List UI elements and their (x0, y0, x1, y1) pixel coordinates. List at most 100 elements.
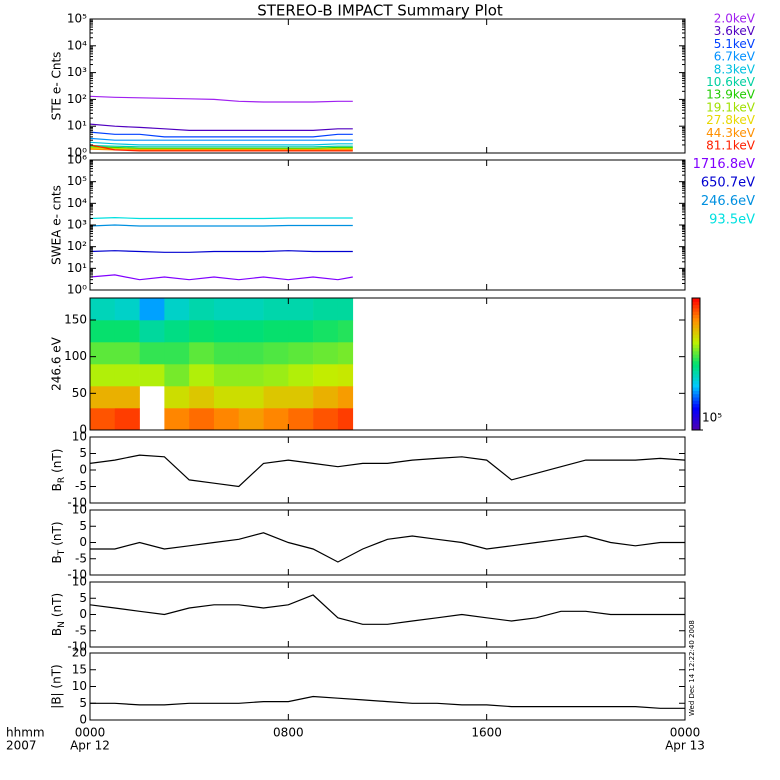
heatmap-cell (189, 298, 215, 321)
colorbar-segment (692, 403, 700, 408)
series-line (90, 146, 353, 149)
colorbar-segment (692, 324, 700, 329)
x-tick-label: 0800 (273, 726, 304, 740)
heatmap-cell (90, 386, 116, 409)
x-axis-year: 2007 (6, 739, 37, 753)
panel-frame (89, 297, 686, 431)
series-line (90, 594, 685, 625)
heatmap-cell (263, 342, 289, 365)
y-axis-label-part: B (50, 483, 64, 491)
colorbar-segment (692, 311, 700, 315)
heatmap-cell (139, 298, 165, 321)
y-tick-label: -5 (75, 551, 87, 565)
y-axis-label: 246.6 eV (50, 336, 64, 391)
colorbar-segment (692, 360, 700, 365)
heatmap-cell (313, 364, 339, 387)
heatmap-cell (114, 298, 140, 321)
heatmap-cell (189, 364, 215, 387)
y-axis-label: BR (nT) (50, 449, 67, 492)
colorbar-segment (692, 390, 700, 395)
legend-entry: 8.3keV (714, 62, 756, 76)
heatmap-cell (337, 364, 354, 387)
colorbar-segment (692, 314, 700, 319)
legend-entry: 246.6eV (701, 194, 755, 209)
heatmap-cell (263, 386, 289, 409)
y-tick-label: 10 (72, 503, 87, 517)
colorbar-segment (692, 327, 700, 332)
colorbar-segment (692, 416, 700, 421)
y-tick-label: 10⁰ (67, 146, 87, 160)
y-tick-label: 0 (79, 607, 87, 621)
y-tick-label: 0 (79, 423, 87, 437)
colorbar-segment (692, 397, 700, 401)
colorbar-segment (692, 410, 700, 414)
series-line (90, 250, 353, 253)
heatmap-cell (337, 298, 354, 321)
y-tick-label: 5 (79, 446, 87, 460)
colorbar-tick-label: 10⁵ (702, 411, 722, 425)
y-axis-label: SWEA e- cnts (50, 185, 64, 265)
series-line (90, 532, 685, 563)
y-tick-label: 10² (67, 239, 87, 253)
heatmap-cell (238, 342, 264, 365)
heatmap-cell (238, 320, 264, 343)
series-line (90, 216, 353, 220)
y-tick-label: 10⁵ (67, 174, 87, 188)
heatmap-cell (313, 408, 339, 430)
colorbar-segment (692, 400, 700, 405)
y-tick-label: 10 (72, 575, 87, 589)
heatmap-cell (288, 320, 314, 343)
y-tick-label: 10⁴ (67, 196, 87, 210)
heatmap-cell (164, 342, 190, 365)
plot-area (90, 532, 685, 563)
y-axis-label-part: (nT) (50, 593, 64, 617)
y-tick-label: 10 (72, 679, 87, 693)
legend-entry: 3.6keV (714, 24, 756, 38)
plot-area (90, 298, 354, 430)
colorbar-segment (692, 406, 700, 411)
y-tick-label: 5 (79, 519, 87, 533)
y-tick-label: 10¹ (67, 119, 87, 133)
heatmap-cell (213, 320, 240, 343)
heatmap-cell (337, 320, 354, 343)
heatmap-cell (238, 386, 264, 409)
colorbar-segment (692, 393, 700, 398)
legend-entry: 1716.8eV (693, 157, 755, 172)
y-tick-label: 50 (72, 386, 87, 400)
colorbar-segment (692, 367, 700, 372)
y-tick-label: 10¹ (67, 261, 87, 275)
legend-entry: 650.7eV (701, 176, 755, 191)
colorbar-segment (692, 340, 700, 345)
y-axis-label-part: T (57, 549, 67, 556)
colorbar-segment (692, 301, 700, 306)
panel-frame (89, 18, 686, 154)
heatmap-cell (288, 342, 314, 365)
y-tick-label: 10⁵ (67, 12, 87, 26)
series-line (90, 224, 353, 227)
colorbar-segment (692, 317, 700, 322)
plot-area (90, 695, 685, 709)
colorbar-segment (692, 334, 700, 339)
series-line (90, 137, 353, 141)
legend-entry: 6.7keV (714, 50, 756, 64)
colorbar-segment (692, 387, 700, 391)
colorbar-segment (692, 331, 700, 335)
y-tick-label: 20 (72, 646, 87, 660)
series-line (90, 695, 685, 709)
heatmap-cell (164, 320, 190, 343)
y-tick-label: 10 (72, 430, 87, 444)
colorbar-segment (692, 298, 700, 302)
colorbar-segment (692, 426, 700, 431)
x-axis-label: hhmm (6, 726, 45, 740)
heatmap-cell (238, 364, 264, 387)
heatmap-cell (164, 386, 190, 409)
y-tick-label: 10² (67, 92, 87, 106)
y-tick-label: -10 (67, 496, 87, 510)
heatmap-cell (288, 386, 314, 409)
timestamp: Wed Dec 14 12:22:40 2008 (688, 620, 696, 716)
y-axis-label: BN (nT) (50, 593, 67, 636)
y-tick-label: 100 (64, 349, 87, 363)
legend-entry: 44.3keV (706, 126, 756, 140)
heatmap-cell (238, 298, 264, 321)
heatmap-cell (337, 408, 354, 430)
